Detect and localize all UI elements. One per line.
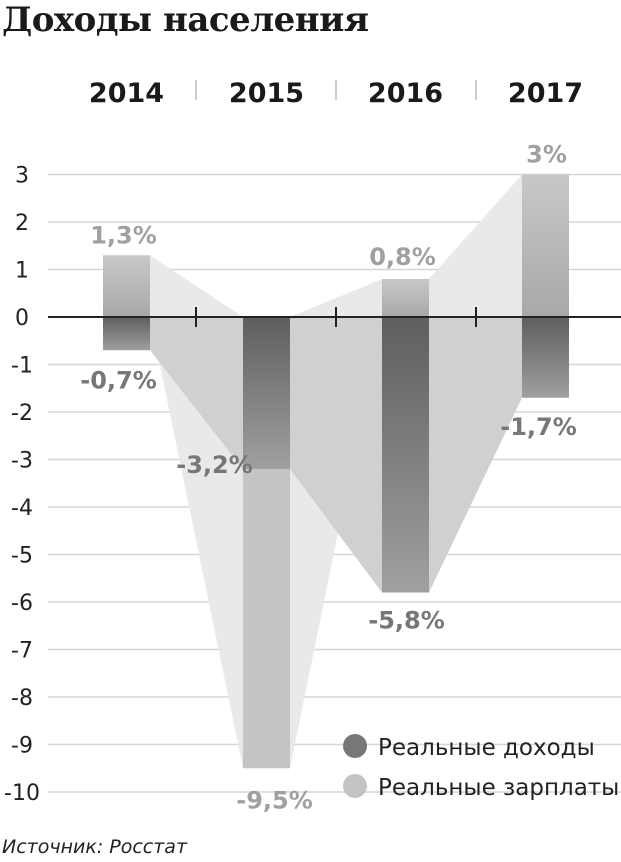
- income-connector-area: [150, 317, 243, 469]
- bar-wages-2016: [382, 279, 429, 317]
- y-tick-label: 0: [15, 306, 29, 331]
- legend-swatch: [343, 734, 367, 758]
- y-tick-label: 3: [15, 164, 29, 189]
- chart-title: Доходы населения: [2, 0, 369, 40]
- bar-income-2015: [243, 317, 290, 469]
- y-tick-label: -6: [11, 591, 33, 616]
- x-category-label: 2016: [368, 78, 443, 109]
- income-connector-area: [429, 317, 522, 593]
- data-label-income: -0,7%: [80, 366, 157, 394]
- legend-swatch: [343, 774, 367, 798]
- x-category-label: 2014: [89, 78, 164, 109]
- y-tick-label: -10: [4, 781, 40, 806]
- wages-connector-area: [429, 174, 522, 317]
- y-tick-label: -1: [11, 354, 33, 379]
- y-tick-label: -3: [11, 449, 33, 474]
- data-label-income: -1,7%: [500, 413, 577, 441]
- y-tick-label: -4: [11, 496, 33, 521]
- y-tick-label: -2: [11, 401, 33, 426]
- legend-label: Реальные доходы: [378, 735, 595, 761]
- y-tick-label: 1: [15, 259, 29, 284]
- data-label-wages: -9,5%: [236, 786, 313, 814]
- legend-label: Реальные зарплаты: [378, 775, 619, 801]
- data-label-wages: 1,3%: [90, 221, 157, 249]
- data-label-income: -5,8%: [368, 607, 445, 635]
- data-label-wages: 3%: [526, 141, 567, 169]
- x-category-label: 2015: [229, 78, 304, 109]
- y-tick-label: -7: [11, 639, 33, 664]
- bar-income-2014: [103, 317, 150, 351]
- y-tick-label: 2: [15, 211, 29, 236]
- x-category-label: 2017: [508, 78, 583, 109]
- data-label-wages: 0,8%: [369, 243, 436, 271]
- bar-wages-2017: [522, 174, 569, 317]
- income-connector-area: [290, 317, 382, 593]
- y-tick-label: -5: [11, 544, 33, 569]
- bar-wages-2014: [103, 255, 150, 317]
- source-note: Источник: Росстат: [2, 836, 188, 858]
- bar-income-2016: [382, 317, 429, 593]
- y-tick-label: -9: [11, 734, 33, 759]
- y-tick-label: -8: [11, 686, 33, 711]
- data-label-income: -3,2%: [176, 451, 253, 479]
- bar-income-2017: [522, 317, 569, 398]
